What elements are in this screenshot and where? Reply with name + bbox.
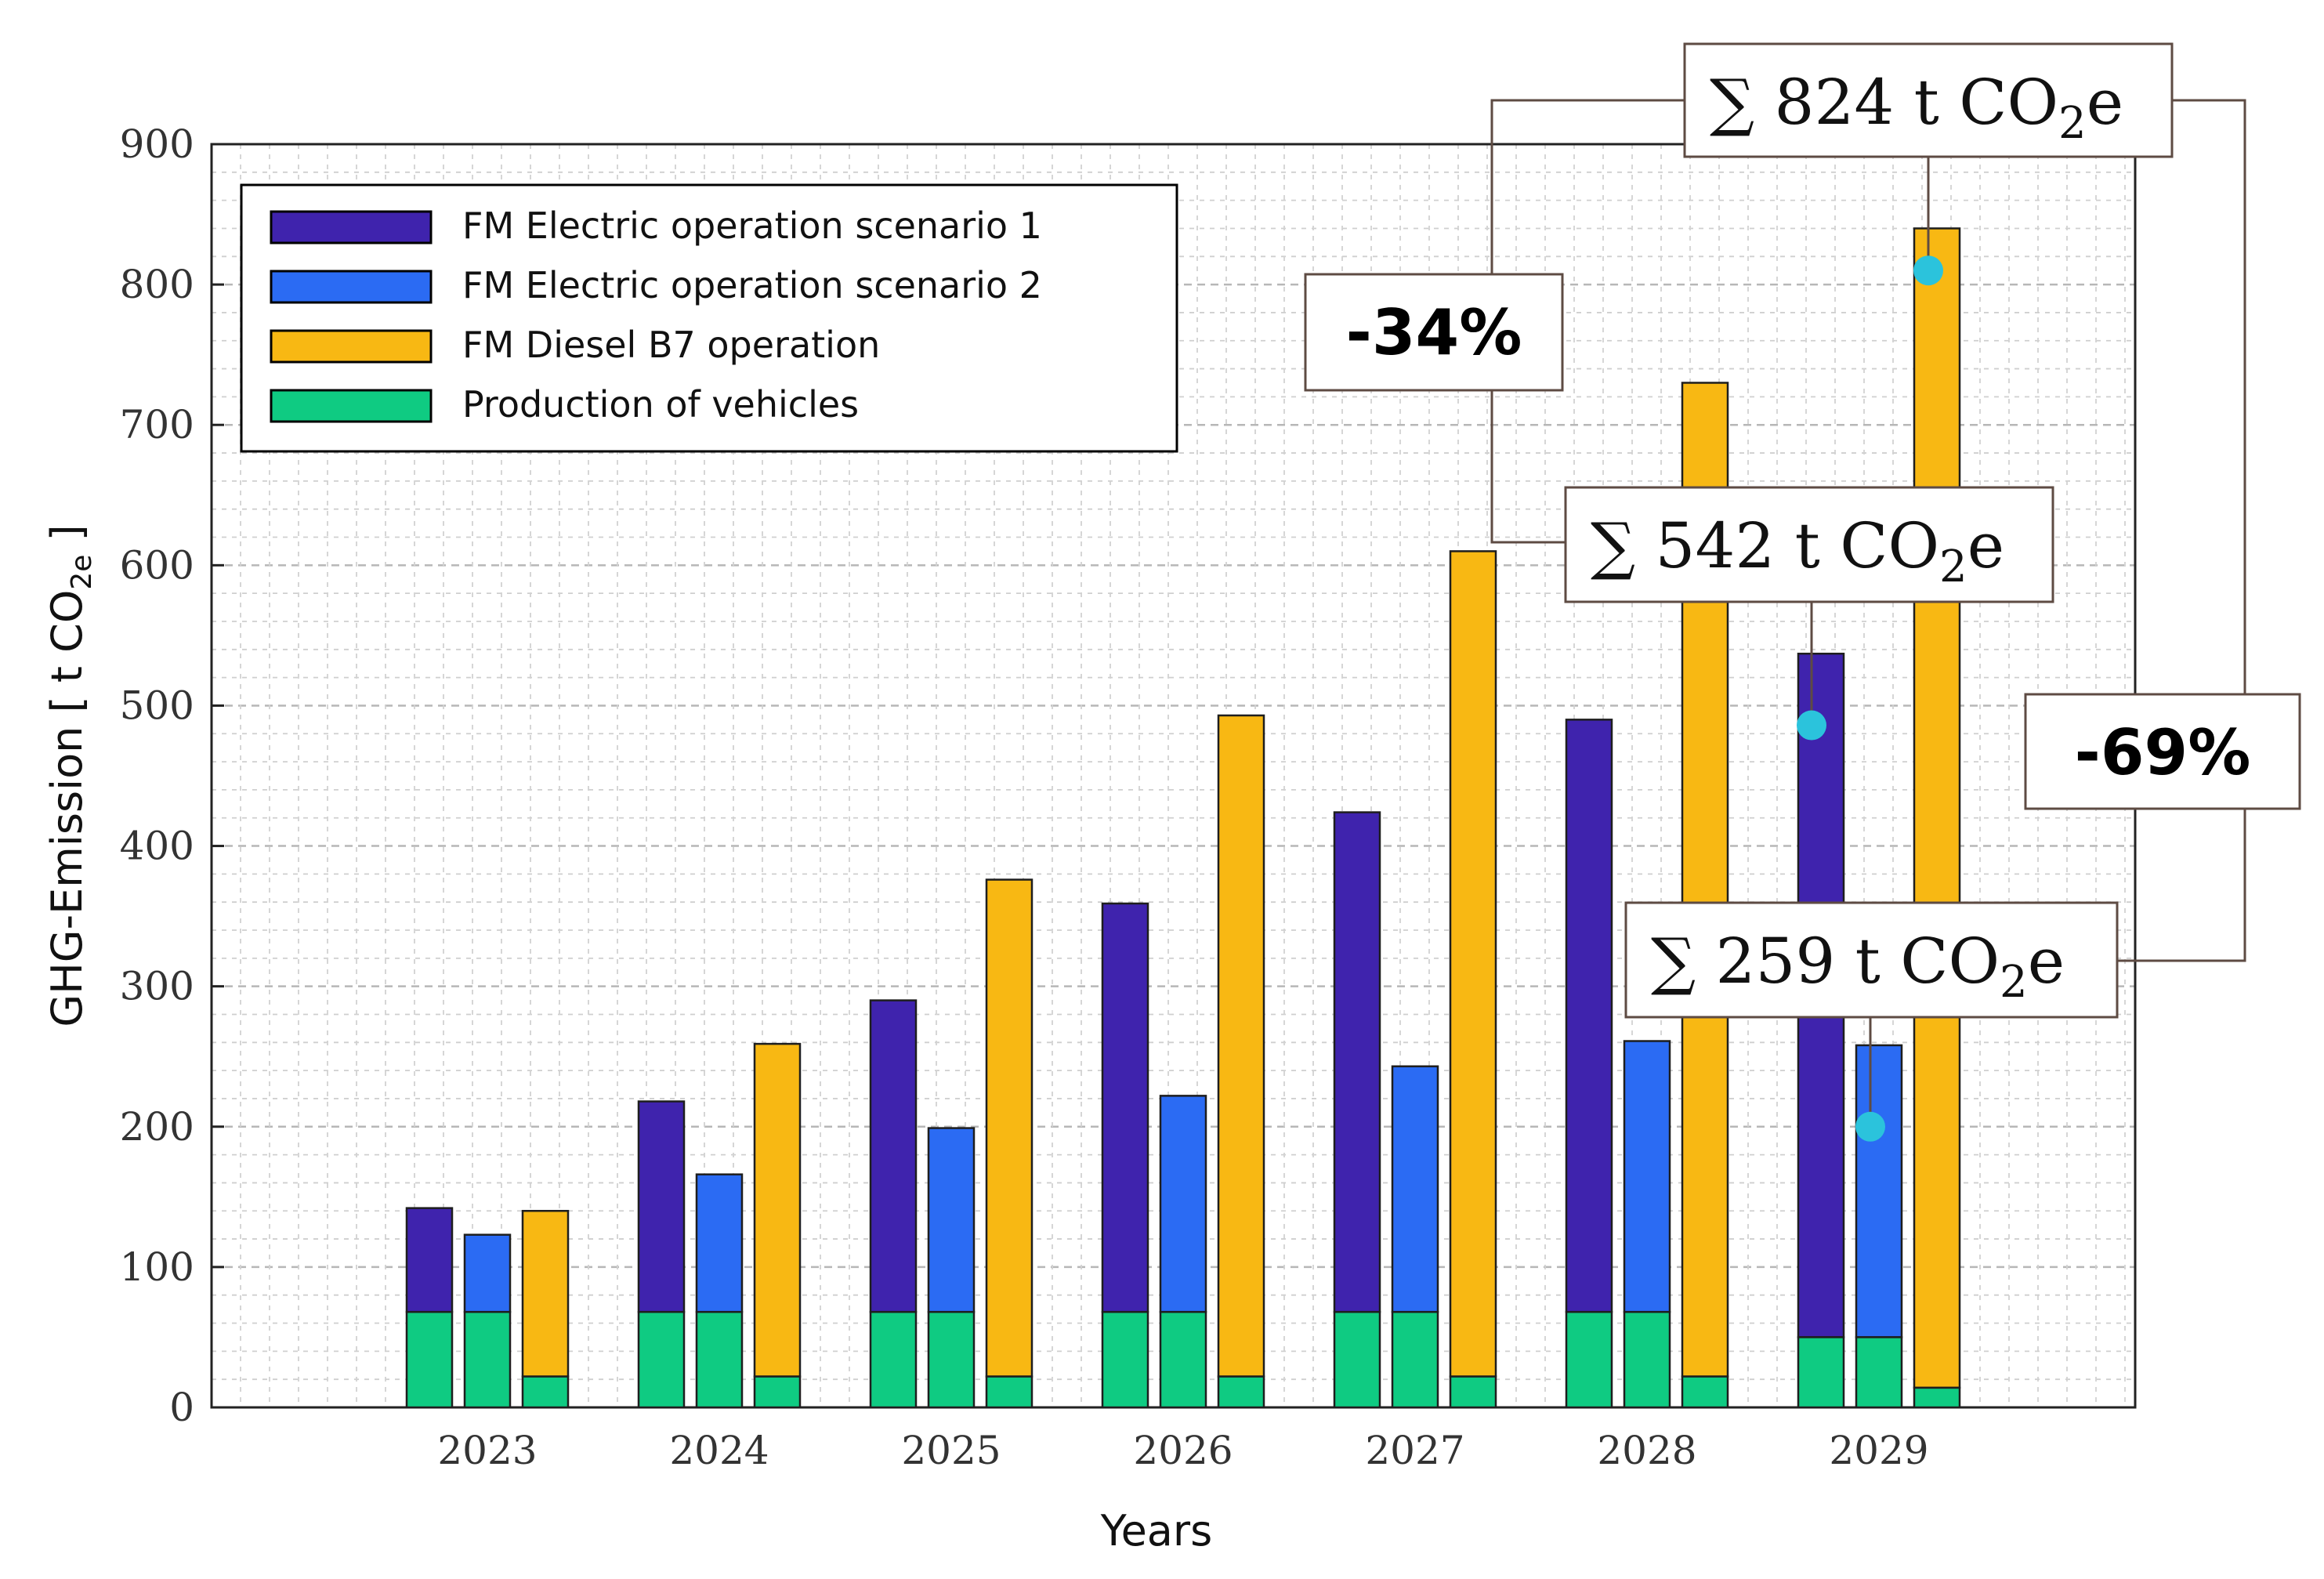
legend-swatch-production xyxy=(270,389,433,423)
bar-scenario1-2026 xyxy=(1101,902,1149,1313)
bar-scenario2-2024 xyxy=(695,1173,744,1313)
legend-swatch-diesel xyxy=(270,329,433,364)
bar-production-scenario2-2023 xyxy=(463,1310,512,1409)
bar-production-scenario2-2027 xyxy=(1391,1310,1439,1409)
bar-scenario1-2025 xyxy=(869,999,918,1313)
bar-scenario2-2029 xyxy=(1855,1044,1903,1338)
reduction-label: -69% xyxy=(2075,716,2251,789)
bar-diesel-2025 xyxy=(985,878,1033,1378)
bar-production-scenario1-2023 xyxy=(405,1310,454,1409)
legend-swatch-scenario2 xyxy=(270,270,433,304)
bar-production-scenario1-2028 xyxy=(1565,1310,1613,1409)
reduction-label: -34% xyxy=(1346,296,1522,369)
bar-production-scenario1-2025 xyxy=(869,1310,918,1409)
bar-production-scenario1-2027 xyxy=(1333,1310,1381,1409)
bar-scenario1-2028 xyxy=(1565,719,1613,1313)
x-tick-label: 2024 xyxy=(669,1428,769,1473)
bar-production-diesel-2024 xyxy=(753,1375,802,1409)
bar-production-diesel-2028 xyxy=(1681,1375,1729,1409)
x-tick-label: 2028 xyxy=(1597,1428,1696,1473)
y-tick-label: 900 xyxy=(120,121,194,167)
sum-box xyxy=(1624,901,2119,1019)
bar-production-scenario2-2024 xyxy=(695,1310,744,1409)
y-tick-label: 200 xyxy=(120,1104,194,1150)
y-tick-label: 800 xyxy=(120,262,194,307)
legend: FM Electric operation scenario 1 FM Elect… xyxy=(240,183,1178,453)
bar-production-diesel-2029 xyxy=(1913,1386,1961,1409)
bar-production-scenario2-2026 xyxy=(1159,1310,1207,1409)
bar-production-diesel-2025 xyxy=(985,1375,1033,1409)
legend-swatch-scenario1 xyxy=(270,210,433,244)
marker-dot xyxy=(1913,255,1943,286)
bar-scenario1-2024 xyxy=(637,1100,686,1313)
reduction-box xyxy=(2024,693,2301,810)
y-tick-label: 700 xyxy=(120,402,194,447)
bar-production-scenario1-2024 xyxy=(637,1310,686,1409)
x-tick-label: 2029 xyxy=(1829,1428,1928,1473)
bracket-69-percent xyxy=(2117,99,2246,962)
axes-layer: 0 100 200 300 400 500 600 700 800 900 2023 2024 2025… xyxy=(42,121,2137,1555)
sum-label: ∑ 542 t CO2e xyxy=(1591,509,2004,592)
x-tick-label: 2026 xyxy=(1133,1428,1233,1473)
annotations: ∑ 824 t CO2e ∑ 542 t CO2e ∑ 259 t CO2e -34%… xyxy=(1304,42,2301,1142)
x-tick-label: 2023 xyxy=(437,1428,537,1473)
sum-label: ∑ 824 t CO2e xyxy=(1710,66,2123,149)
y-tick-label: 400 xyxy=(120,824,194,869)
bar-production-scenario1-2029 xyxy=(1797,1336,1845,1409)
bar-production-diesel-2023 xyxy=(521,1375,570,1409)
bar-scenario2-2026 xyxy=(1159,1095,1207,1313)
x-tick-label: 2027 xyxy=(1365,1428,1464,1473)
legend-label: FM Diesel B7 operation xyxy=(462,324,880,366)
x-axis-title: Years xyxy=(1100,1506,1212,1555)
y-tick-label: 300 xyxy=(120,964,194,1009)
sum-box xyxy=(1683,42,2174,158)
bar-scenario2-2023 xyxy=(463,1233,512,1313)
y-tick-label: 100 xyxy=(120,1244,194,1290)
x-tick-label: 2025 xyxy=(901,1428,1001,1473)
reduction-box xyxy=(1304,273,1564,392)
marker-dot xyxy=(1855,1111,1885,1142)
bar-production-scenario2-2028 xyxy=(1623,1310,1671,1409)
bar-production-diesel-2027 xyxy=(1449,1375,1497,1409)
bar-scenario2-2025 xyxy=(927,1127,976,1313)
legend-label: Production of vehicles xyxy=(462,383,859,426)
bar-diesel-2027 xyxy=(1449,550,1497,1378)
legend-label: FM Electric operation scenario 1 xyxy=(462,205,1042,247)
bar-diesel-2023 xyxy=(521,1209,570,1378)
bar-production-scenario1-2026 xyxy=(1101,1310,1149,1409)
sum-label: ∑ 259 t CO2e xyxy=(1651,925,2065,1008)
sum-box xyxy=(1564,486,2054,603)
y-tick-label: 600 xyxy=(120,542,194,588)
y-tick-label: 0 xyxy=(169,1385,194,1430)
bar-scenario2-2027 xyxy=(1391,1065,1439,1313)
marker-dot xyxy=(1797,710,1826,741)
y-tick-label: 500 xyxy=(120,683,194,728)
bar-diesel-2026 xyxy=(1217,714,1265,1378)
bar-scenario1-2027 xyxy=(1333,811,1381,1313)
bar-production-diesel-2026 xyxy=(1217,1375,1265,1409)
legend-label: FM Electric operation scenario 2 xyxy=(462,264,1042,306)
bar-diesel-2029 xyxy=(1913,227,1961,1389)
bar-production-scenario2-2029 xyxy=(1855,1336,1903,1409)
bar-scenario2-2028 xyxy=(1623,1040,1671,1313)
bar-diesel-2024 xyxy=(753,1042,802,1378)
bar-scenario1-2023 xyxy=(405,1207,454,1313)
y-axis-title: GHG-Emission [ t CO2e ] xyxy=(42,524,98,1027)
bar-production-scenario2-2025 xyxy=(927,1310,976,1409)
